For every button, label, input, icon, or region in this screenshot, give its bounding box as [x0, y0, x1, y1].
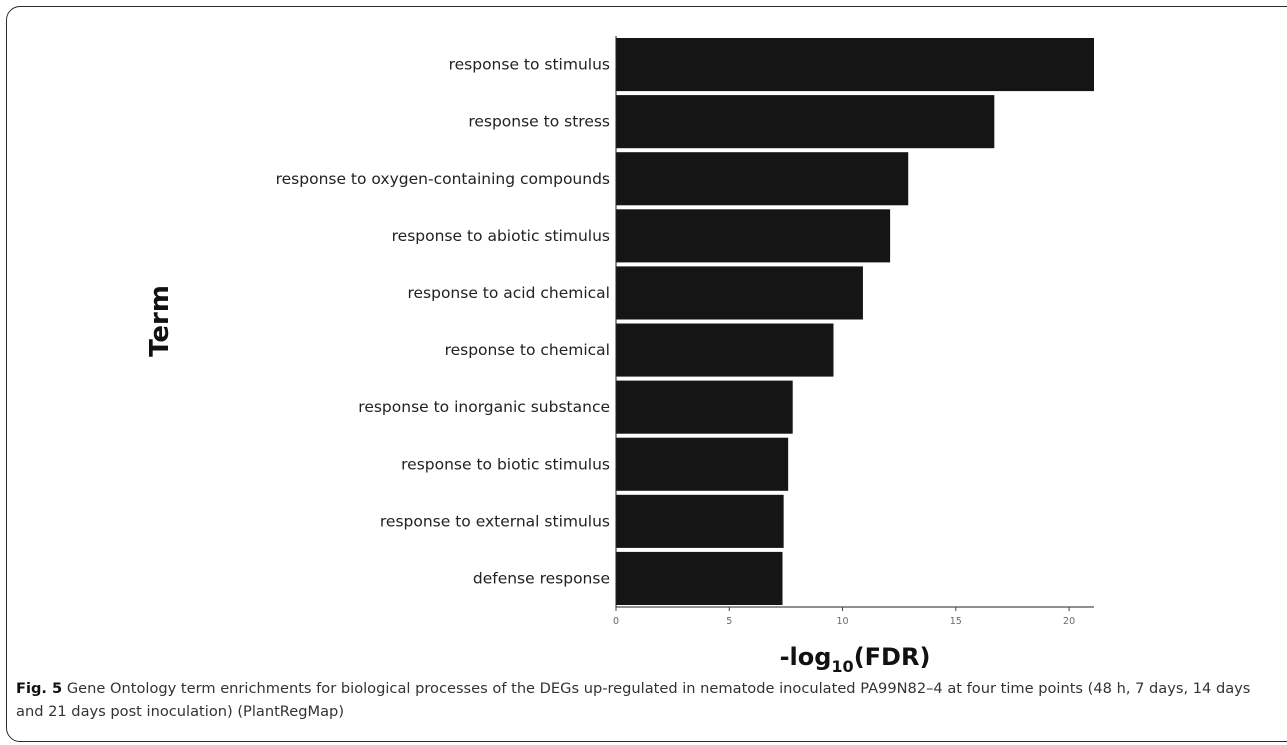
y-tick-label-6: response to inorganic substance: [358, 398, 610, 416]
y-tick-labels: response to stimulus response to stress re…: [276, 56, 610, 588]
x-axis-title: -log10(FDR): [780, 643, 931, 676]
x-ticks: 0 5 10 15 20: [613, 607, 1075, 627]
x-axis-title-subscript: 10: [831, 657, 853, 676]
y-tick-label-1: response to stress: [468, 113, 610, 131]
x-tick-label-2: 10: [836, 616, 848, 627]
y-tick-label-0: response to stimulus: [449, 56, 610, 74]
bar-5: [616, 323, 834, 377]
x-axis-title-main: -log: [780, 643, 832, 671]
x-tick-label-4: 20: [1063, 616, 1075, 627]
y-tick-label-2: response to oxygen-containing compounds: [276, 170, 610, 188]
bar-9: [616, 551, 783, 605]
bar-7: [616, 437, 789, 491]
y-axis-title: Term: [145, 285, 175, 357]
y-tick-label-3: response to abiotic stimulus: [392, 227, 610, 245]
caption-text: Gene Ontology term enrichments for biolo…: [16, 680, 1251, 720]
bars: [616, 38, 1094, 605]
bar-6: [616, 380, 793, 434]
figure-number: Fig. 5: [16, 680, 63, 697]
x-axis-title-suffix: (FDR): [854, 643, 931, 671]
y-tick-label-5: response to chemical: [445, 341, 610, 359]
bar-4: [616, 266, 863, 320]
bar-8: [616, 494, 784, 548]
y-tick-label-7: response to biotic stimulus: [401, 455, 610, 473]
y-tick-label-8: response to external stimulus: [380, 512, 610, 530]
y-tick-label-9: defense response: [473, 569, 610, 587]
y-tick-label-4: response to acid chemical: [407, 284, 610, 302]
bar-0: [616, 38, 1094, 92]
x-tick-label-1: 5: [726, 616, 732, 627]
bar-2: [616, 152, 909, 206]
figure-caption: Fig. 5 Gene Ontology term enrichments fo…: [16, 677, 1271, 723]
x-tick-label-3: 15: [950, 616, 962, 627]
x-tick-label-0: 0: [613, 616, 619, 627]
bar-3: [616, 209, 891, 263]
figure-frame: [6, 6, 1287, 742]
bar-1: [616, 95, 995, 149]
